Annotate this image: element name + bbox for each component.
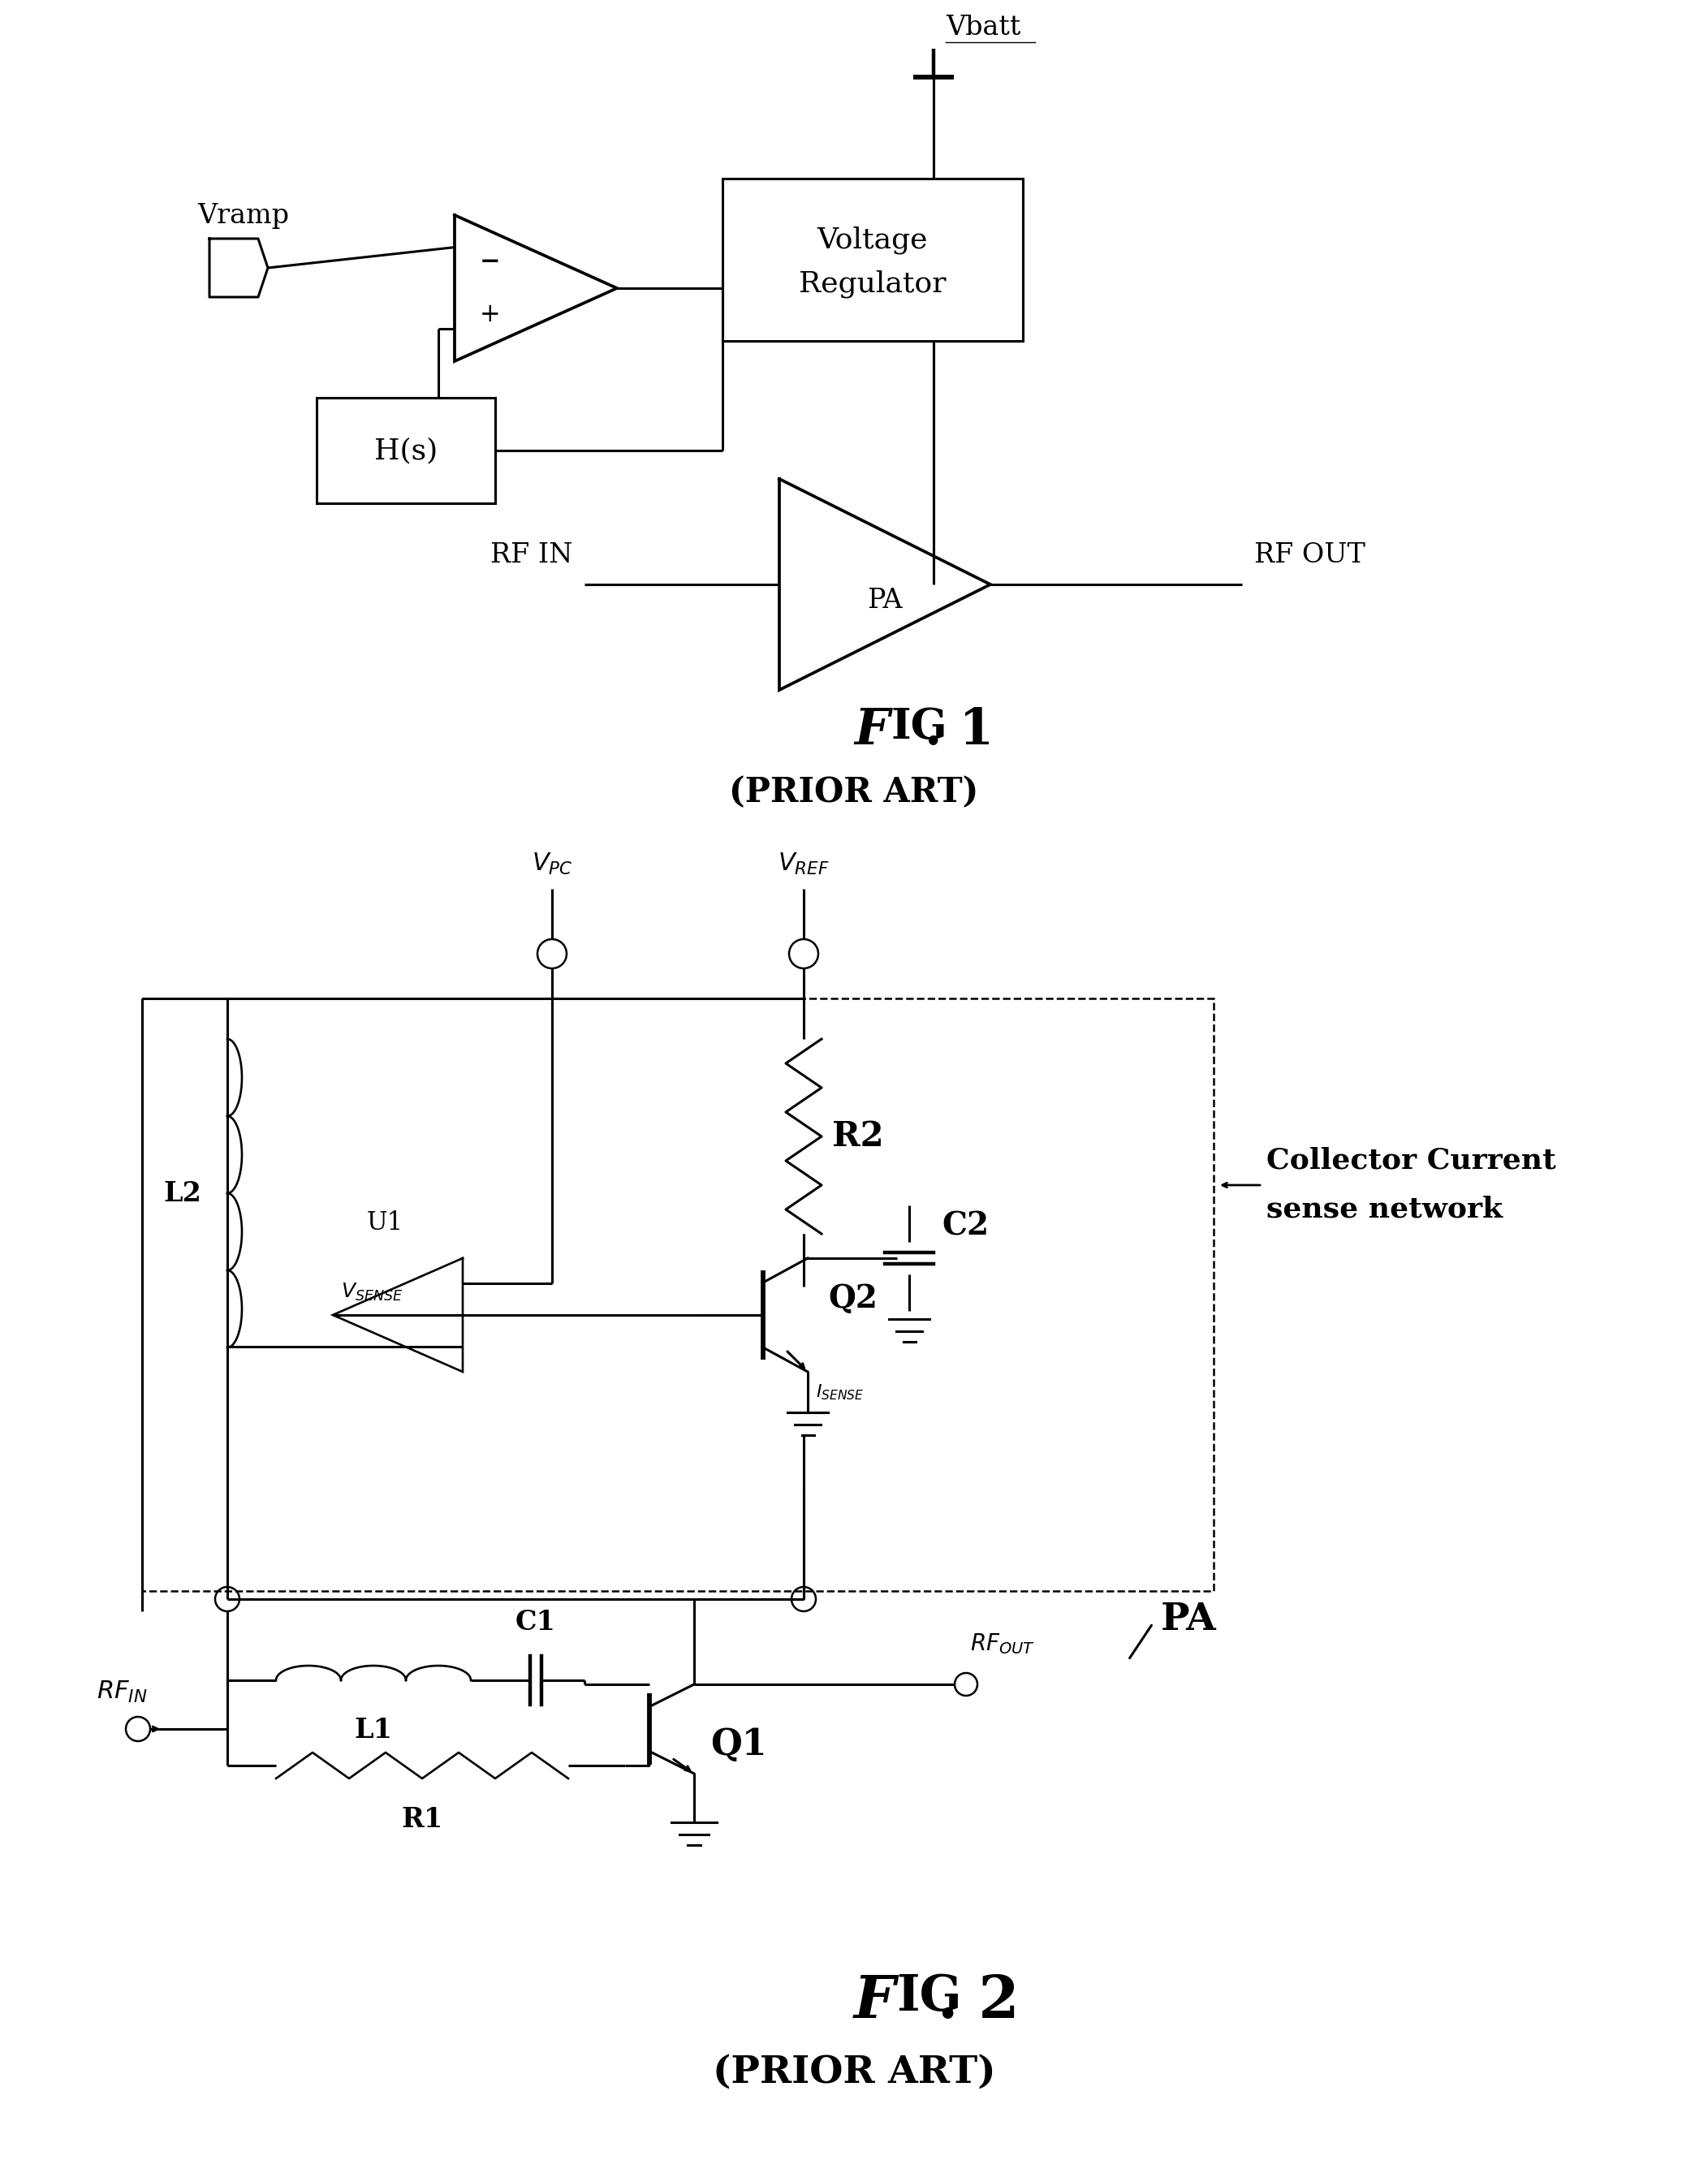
Text: Q2: Q2	[828, 1283, 878, 1313]
Text: Vbatt: Vbatt	[946, 15, 1021, 41]
Text: C1: C1	[516, 1609, 557, 1635]
Polygon shape	[210, 238, 268, 298]
Text: IG: IG	[890, 706, 946, 747]
Text: C2: C2	[941, 1210, 989, 1242]
Text: (PRIOR ART): (PRIOR ART)	[712, 2054, 996, 2091]
Polygon shape	[779, 480, 991, 689]
Text: Collector Current: Collector Current	[1266, 1147, 1556, 1175]
Text: RF OUT: RF OUT	[1254, 542, 1365, 568]
Text: $V_{PC}$: $V_{PC}$	[531, 851, 572, 877]
Text: $V_{SENSE}$: $V_{SENSE}$	[342, 1281, 403, 1302]
Text: F: F	[854, 1972, 895, 2030]
Text: PA: PA	[868, 588, 902, 613]
Text: Vramp: Vramp	[198, 203, 289, 229]
Text: −: −	[480, 248, 500, 274]
Text: $V_{REF}$: $V_{REF}$	[777, 851, 830, 877]
Text: H(s): H(s)	[374, 436, 437, 464]
Text: $RF_{OUT}$: $RF_{OUT}$	[970, 1631, 1035, 1657]
Text: L1: L1	[354, 1717, 393, 1743]
Text: Regulator: Regulator	[799, 270, 946, 298]
Polygon shape	[333, 1257, 463, 1372]
Polygon shape	[454, 216, 617, 361]
Text: Voltage: Voltage	[816, 227, 927, 255]
Bar	[316, 397, 495, 503]
Text: R1: R1	[401, 1806, 442, 1834]
Text: R2: R2	[832, 1119, 883, 1153]
Text: F: F	[854, 706, 890, 754]
Text: PA: PA	[1161, 1601, 1216, 1637]
Text: $I_{SENSE}$: $I_{SENSE}$	[816, 1382, 864, 1402]
Text: IG: IG	[897, 1972, 962, 2022]
Text: Q1: Q1	[711, 1728, 767, 1763]
Text: (PRIOR ART): (PRIOR ART)	[729, 775, 979, 810]
Bar	[722, 179, 1023, 341]
Bar	[142, 998, 1214, 1592]
Text: L2: L2	[164, 1179, 202, 1207]
Text: . 1: . 1	[924, 706, 994, 754]
Text: $RF_{IN}$: $RF_{IN}$	[96, 1678, 147, 1704]
Text: sense network: sense network	[1266, 1197, 1503, 1223]
Text: . 2: . 2	[938, 1972, 1020, 2030]
Text: U1: U1	[367, 1210, 403, 1236]
Text: +: +	[480, 302, 500, 326]
Text: RF IN: RF IN	[490, 542, 572, 568]
